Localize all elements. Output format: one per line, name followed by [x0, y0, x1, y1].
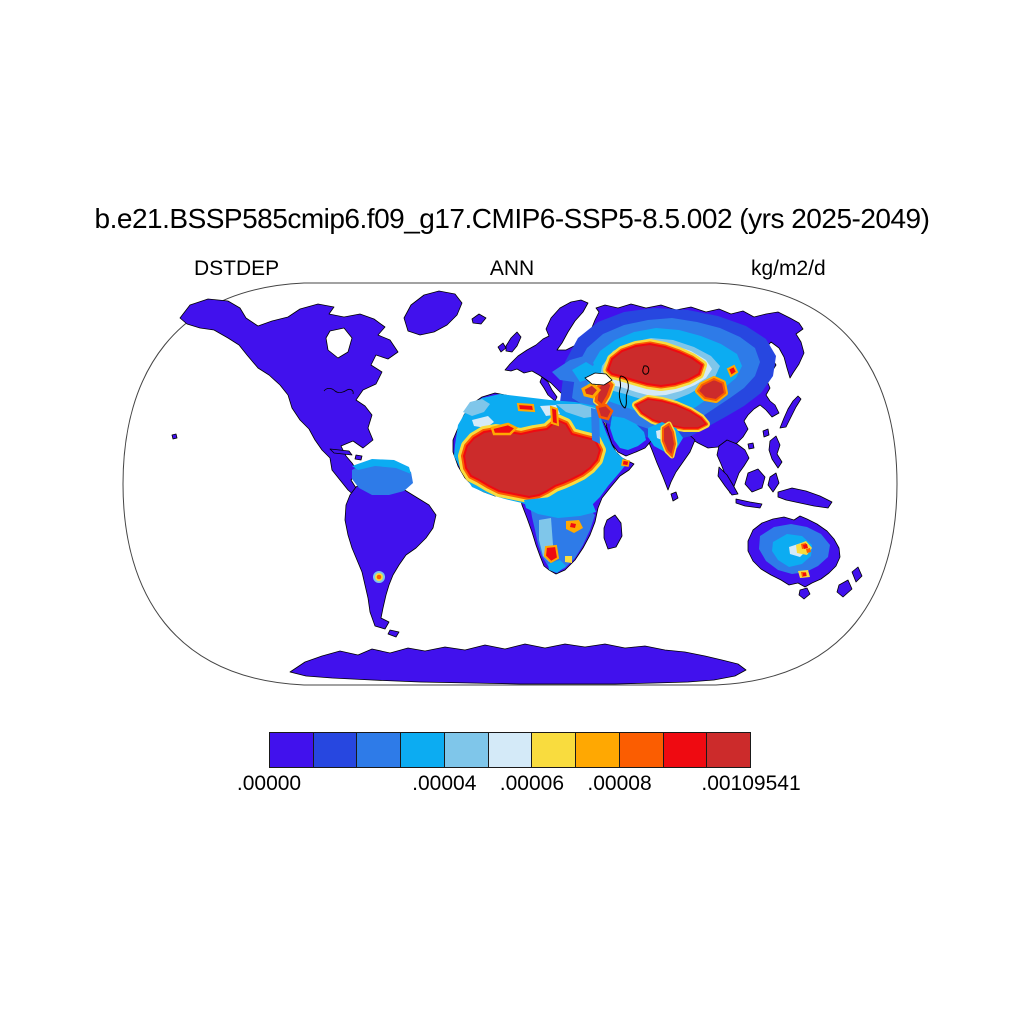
colorbar-swatch	[269, 732, 314, 768]
hotspot-australia-south-red	[803, 573, 806, 576]
colorbar-swatch	[400, 732, 445, 768]
colorbar-swatch	[706, 732, 752, 768]
colorbar-swatch	[487, 732, 533, 768]
island-new-guinea	[777, 487, 833, 509]
colorbar-tick: .00004	[412, 772, 477, 795]
colorbar-swatch	[618, 732, 664, 768]
aral-sea-outline	[642, 365, 650, 375]
colorbar-tick: .00000	[236, 772, 302, 795]
variable-label: DSTDEP	[194, 257, 280, 280]
island-sulawesi	[767, 472, 780, 493]
hudson-bay	[325, 327, 353, 359]
contour-overlays-group	[352, 308, 830, 583]
island-hawaii	[171, 433, 178, 440]
hotspot-australia-orange-b	[806, 548, 811, 553]
hotspot-horn-dot	[621, 459, 630, 467]
colorbar-swatch	[443, 732, 489, 768]
contour-nile-strip	[591, 408, 600, 444]
plot-title: b.e21.BSSP585cmip6.f09_g17.CMIP6-SSP5-8.…	[94, 203, 930, 234]
island-britain	[505, 331, 522, 353]
map-boundary	[122, 282, 898, 686]
island-taiwan	[762, 428, 770, 438]
contour-venezuela-bin3	[352, 460, 413, 495]
hotspot-australia-red	[803, 544, 808, 549]
hotspot-gobi-ne-dot	[726, 364, 739, 378]
contour-sa-north-cyan	[352, 459, 411, 474]
black-sea	[584, 372, 613, 386]
hotspot-indus-core	[662, 422, 677, 458]
colorbar	[269, 732, 752, 768]
hotspot-namib-red	[543, 544, 560, 564]
colorbar-swatch	[356, 732, 402, 768]
hotspot-central-asia-core	[606, 342, 704, 388]
contour-algeria-paleblue	[472, 416, 494, 428]
island-nz-south	[836, 579, 853, 598]
hotspot-patagonia-orange	[376, 574, 382, 580]
island-sumatra	[717, 466, 739, 496]
contour-cape-cyan	[548, 560, 566, 573]
hotspot-kalahari-yellow-dot	[565, 556, 572, 563]
hotspot-botswana-red	[570, 523, 576, 528]
island-madagascar	[603, 514, 623, 550]
colorbar-swatch	[662, 732, 708, 768]
colorbar-swatch	[575, 732, 620, 768]
hotspot-iran-band-core	[634, 398, 708, 429]
island-hainan	[747, 442, 755, 450]
islands-japan	[779, 395, 802, 429]
colorbar-tick: .00006	[499, 772, 565, 795]
island-iceland	[471, 313, 487, 325]
colorbar-tick: .00109541	[701, 772, 801, 795]
units-label: kg/m2/d	[751, 257, 826, 280]
continent-greenland	[403, 290, 463, 336]
colorbar-swatch	[531, 732, 577, 768]
hotspot-anatolia	[581, 382, 602, 399]
contour-morocco-pale	[463, 399, 490, 416]
island-borneo	[744, 468, 766, 493]
hotspot-mesopotamia	[595, 403, 614, 421]
island-cuba	[329, 448, 353, 456]
island-java	[735, 498, 763, 509]
contour-arabia-cyan	[610, 416, 646, 450]
season-label: ANN	[489, 257, 535, 280]
colorbar-swatch	[312, 732, 358, 768]
tierra-del-fuego	[387, 629, 400, 638]
island-nz-north	[851, 566, 863, 583]
hotspot-algeria-ellipse	[490, 422, 519, 436]
continent-south-america	[344, 476, 437, 630]
island-hispaniola	[354, 454, 363, 461]
caspian-sea-outline	[618, 375, 629, 409]
hotspot-libya-patch	[516, 402, 536, 413]
colorbar-tick: .00008	[587, 772, 652, 795]
island-tasmania	[798, 587, 811, 600]
island-ireland	[497, 342, 507, 353]
great-lakes-outline	[323, 387, 354, 395]
hotspot-gobi-core	[696, 377, 727, 402]
contour-libya-pale	[556, 404, 598, 418]
continent-antarctica	[289, 643, 747, 685]
island-sri-lanka	[670, 491, 679, 502]
islands-philippines	[768, 435, 783, 469]
hotspot-tibesti-streak	[549, 405, 560, 427]
contour-sahel-cyan-strip	[524, 496, 596, 518]
colorbar-tick-labels: .00000 .00004 .00006 .00008 .00109541	[237, 772, 801, 798]
